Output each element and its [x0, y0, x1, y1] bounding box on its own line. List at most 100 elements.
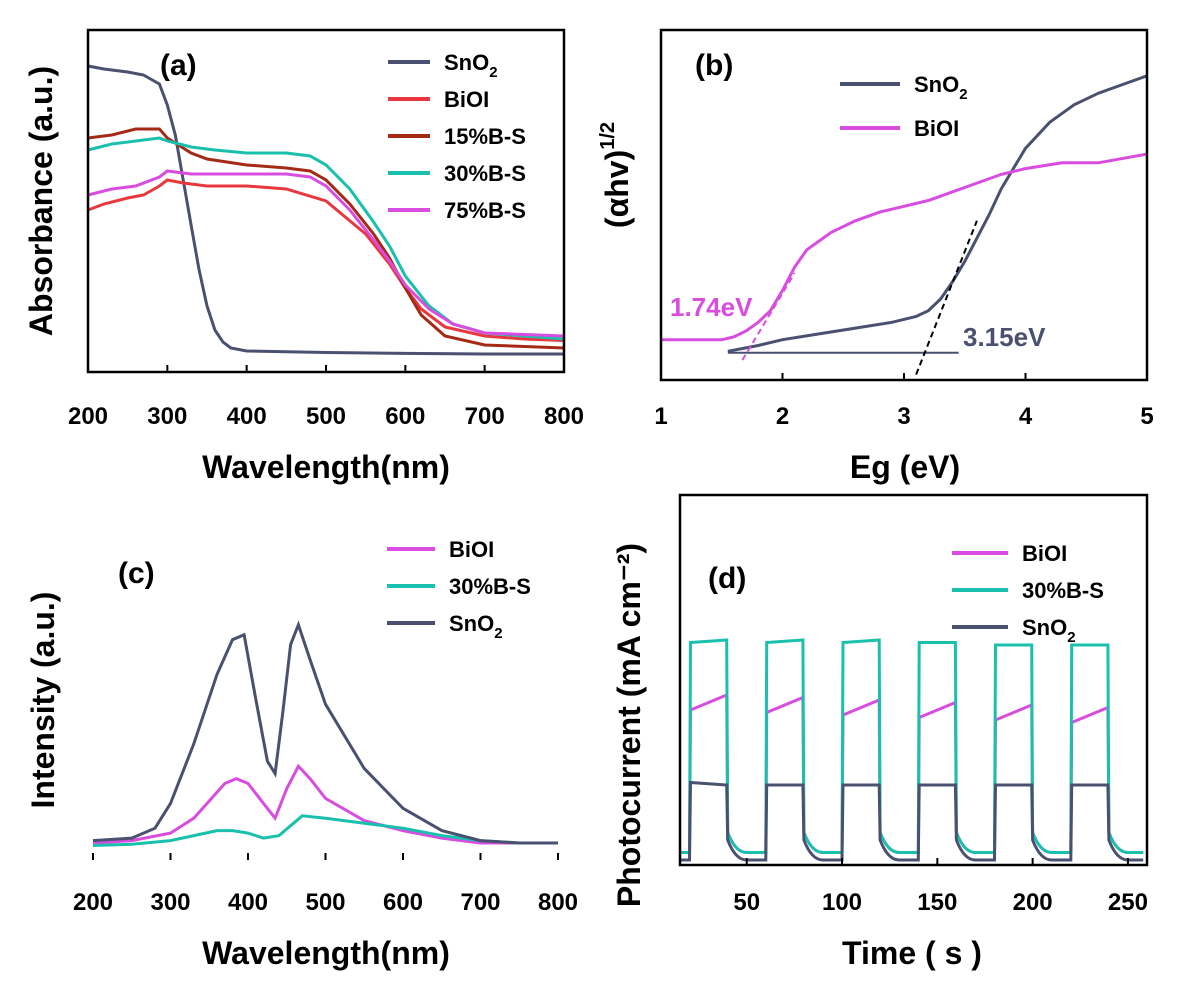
x-tick-label-d: 150	[917, 889, 957, 916]
x-tick-label-b: 3	[897, 403, 910, 430]
x-tick-label-c: 800	[538, 889, 578, 916]
legend-label-main: BiOI	[914, 116, 959, 141]
legend-label-sno2-a: SnO2	[444, 50, 498, 81]
plot-a-xlabel: Wavelength(nm)	[202, 449, 450, 485]
x-tick-label-c: 600	[383, 889, 423, 916]
legend-label-bioi-d: BiOI	[1022, 541, 1067, 566]
legend-label-sno2-c: SnO2	[449, 611, 503, 642]
x-tick-label-c: 500	[305, 889, 345, 916]
x-tick-label-d: 200	[1013, 889, 1053, 916]
plot-a-series	[87, 64, 565, 356]
legend-label-30pctb-s-c: 30%B-S	[449, 574, 531, 599]
legend-label-main: BiOI	[1022, 541, 1067, 566]
panel-b-label: (b)	[695, 49, 733, 82]
sno2-tangent-line	[915, 220, 978, 375]
series-line-sno2-c	[92, 620, 558, 845]
sno2-bandgap-annotation: 3.15eV	[963, 322, 1046, 352]
series-line-75pctb-s-a	[87, 169, 565, 338]
panel-c-label: (c)	[118, 557, 155, 590]
plot-b-xlabel: Eg (eV)	[850, 449, 960, 485]
legend-label-sub: 2	[1067, 629, 1075, 646]
plot-c-xlabel: Wavelength(nm)	[202, 935, 450, 971]
plot-b-annotations: 1.74eV 3.15eV	[670, 220, 1046, 375]
legend-label-sno2-d: SnO2	[1022, 615, 1076, 646]
plot-c-legend: BiOI 30%B-S SnO2	[387, 537, 531, 642]
legend-label-main: 15%B-S	[444, 124, 526, 149]
x-tick-label-b: 2	[776, 403, 789, 430]
svg-text:(αhv)1/2: (αhv)1/2	[597, 122, 635, 228]
series-line-sno2-b	[727, 74, 1148, 353]
x-tick-label-d: 100	[822, 889, 862, 916]
x-tick-label-a: 200	[68, 403, 108, 430]
panel-d-label: (d)	[708, 562, 746, 595]
panel-a-label: (a)	[160, 49, 197, 82]
plot-c-ylabel: Intensity (a.u.)	[25, 592, 61, 809]
series-line-bioi-d	[680, 692, 1144, 854]
legend-label-sub: 2	[494, 625, 502, 642]
x-tick-label-a: 800	[544, 403, 584, 430]
series-line-bioi-c	[92, 763, 558, 845]
series-line-30pctb-s-d	[680, 638, 1144, 854]
x-tick-label-a: 400	[227, 403, 267, 430]
plot-b-ticks: 1 2 3 4 5	[654, 373, 1154, 430]
legend-label-30pctb-s-d: 30%B-S	[1022, 578, 1104, 603]
x-tick-label-a: 500	[306, 403, 346, 430]
series-line-bioi-b	[661, 152, 1148, 342]
legend-label-bioi-a: BiOI	[444, 87, 489, 112]
x-tick-label-c: 300	[150, 889, 190, 916]
legend-label-main: SnO	[1022, 615, 1067, 640]
series-line-15pctb-s-a	[87, 127, 565, 350]
panel-a: 200 300 400 500 600 700 800 (a) Wavelength(nm)…	[23, 28, 584, 485]
panel-d: 50 100 150 200 250 (d) Time ( s ) Photocurre…	[611, 493, 1149, 971]
legend-label-sub: 2	[959, 86, 967, 103]
plot-b-ylabel-sup: 1/2	[597, 122, 619, 150]
plot-d-xlabel: Time ( s )	[842, 935, 982, 971]
plot-b-series	[661, 74, 1148, 353]
x-tick-label-b: 1	[654, 403, 667, 430]
legend-label-main: 30%B-S	[449, 574, 531, 599]
legend-label-sub: 2	[489, 64, 497, 81]
plot-b-ylabel-main: (αhv)	[599, 150, 635, 228]
plot-c-series	[92, 620, 558, 847]
legend-label-main: SnO	[449, 611, 494, 636]
plot-d-legend: BiOI 30%B-S SnO2	[952, 541, 1104, 646]
plot-a-ylabel: Absorbance (a.u.)	[23, 66, 59, 336]
plot-a-ticks: 200 300 400 500 600 700 800	[68, 365, 584, 430]
series-line-sno2-d	[680, 780, 1144, 862]
plot-b-ylabel: (αhv)1/2	[597, 122, 635, 228]
legend-label-main: SnO	[914, 72, 959, 97]
x-tick-label-a: 300	[147, 403, 187, 430]
legend-label-sno2-b: SnO2	[914, 72, 968, 103]
x-tick-label-c: 200	[73, 889, 113, 916]
plot-d-series	[680, 638, 1144, 862]
legend-label-bioi-b: BiOI	[914, 116, 959, 141]
x-tick-label-a: 600	[385, 403, 425, 430]
plot-d-ticks: 50 100 150 200 250	[733, 858, 1148, 916]
panel-c: 200 300 400 500 600 700 800 (c) Wavelength(nm)…	[25, 537, 578, 971]
series-line-30pctb-s-c	[92, 814, 558, 847]
bioi-bandgap-annotation: 1.74eV	[670, 292, 753, 322]
series-line-bioi-a	[87, 178, 565, 342]
legend-label-30pctb-s-a: 30%B-S	[444, 161, 526, 186]
legend-label-main: BiOI	[444, 87, 489, 112]
legend-label-main: 30%B-S	[444, 161, 526, 186]
legend-label-bioi-c: BiOI	[449, 537, 494, 562]
legend-label-15pctb-s-a: 15%B-S	[444, 124, 526, 149]
legend-label-main: SnO	[444, 50, 489, 75]
x-tick-label-d: 250	[1108, 889, 1148, 916]
legend-label-75pctb-s-a: 75%B-S	[444, 198, 526, 223]
x-tick-label-c: 700	[460, 889, 500, 916]
x-tick-label-c: 400	[228, 889, 268, 916]
plot-c-ticks: 200 300 400 500 600 700 800	[73, 853, 578, 916]
plot-d-ylabel: Photocurrent (mA cm⁻²)	[611, 543, 647, 907]
bioi-tangent-line	[741, 272, 796, 361]
legend-label-main: 30%B-S	[1022, 578, 1104, 603]
x-tick-label-d: 50	[733, 889, 760, 916]
series-line-sno2-a	[87, 64, 564, 356]
x-tick-label-a: 700	[465, 403, 505, 430]
legend-label-main: BiOI	[449, 537, 494, 562]
